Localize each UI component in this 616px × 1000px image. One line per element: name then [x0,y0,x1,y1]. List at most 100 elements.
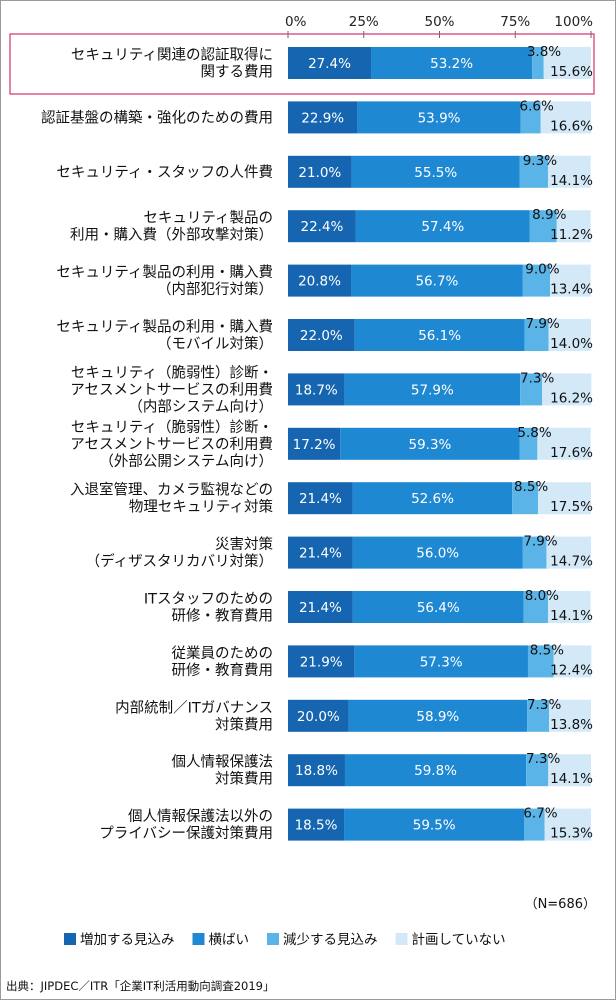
x-axis-ticks: 0% 25% 50% 75% 100% [285,14,593,38]
highlight-rect [9,33,595,95]
data-label: 7.9% [525,316,559,332]
data-label: 59.8% [414,763,457,779]
bar-segment [522,264,551,297]
data-label: 59.5% [413,818,456,834]
data-label: 15.6% [550,64,593,80]
bar-segment [519,155,548,188]
bar-segment [288,373,345,406]
data-label: 16.6% [550,118,593,134]
data-label: 21.4% [299,546,342,562]
bar-segment [524,319,549,351]
bar-segment [537,482,591,515]
bar-segment [553,645,592,678]
bar-segment [547,155,591,188]
data-label: 9.0% [525,262,559,278]
data-label: 56.4% [417,600,460,616]
data-label: 57.9% [411,382,454,398]
bar-segment [537,427,591,460]
data-label: 17.2% [293,437,336,453]
bar-segment [532,47,544,79]
category-label: 研修・教育費用 [172,662,274,679]
legend-swatch [64,933,76,945]
category-label: （ディザスタリカバリ対策） [86,552,273,570]
bar-segment [548,754,591,787]
category-label: 関する費用 [201,64,274,81]
bar-segment [543,47,591,79]
bar-segment [344,808,525,841]
bar-row: セキュリティ製品の利用・購入費（内部犯行対策） 20.8% 56.7% 9.0% 13.… [56,262,593,299]
category-label: 内部統制／ITガバナンス [115,699,273,716]
bar-segment [550,264,591,297]
bar-segment [547,591,591,623]
data-label: 17.6% [550,445,593,461]
data-label: 20.0% [297,709,340,725]
data-label: 56.7% [415,274,458,290]
bar-row: セキュリティ（脆弱性）診断・アセスメントサービスの利用費（内部システム向け） 18… [70,363,593,415]
legend-item: 横ばい [192,932,249,948]
bar-segment [542,373,592,406]
data-label: 14.7% [550,554,593,570]
legend-label: 増加する見込み [80,932,175,948]
data-label: 55.5% [414,165,457,181]
category-label: セキュリティ・スタッフの人件費 [56,164,273,181]
category-label: （内部システム向け） [128,398,273,415]
data-label: 18.5% [295,818,338,834]
legend-swatch [267,933,279,945]
data-label: 8.9% [532,207,566,223]
legend: 増加する見込み 横ばい 減少する見込み 計画していない [64,931,506,948]
data-label: 5.8% [517,425,551,441]
category-label: アセスメントサービスの利用費 [70,381,273,398]
category-label: （内部犯行対策） [157,281,273,298]
data-label: 14.1% [550,771,593,787]
bar-segment [526,754,549,787]
data-label: 8.0% [525,588,559,604]
category-label: アセスメントサービスの利用費 [70,436,273,453]
data-label: 21.9% [300,654,343,670]
bar-segment [548,319,591,351]
legend-item: 計画していない [395,932,506,948]
bar-segment [344,754,527,787]
category-label: セキュリティ（脆弱性）診断・ [71,363,273,381]
bar-segment [519,427,538,460]
bar-segment [371,47,533,79]
data-label: 9.3% [523,153,557,169]
category-label: セキュリティ製品の [143,210,273,227]
data-label: 8.5% [514,479,548,495]
bar-segment [512,482,538,515]
category-label: セキュリティ関連の認証取得に [71,47,273,64]
source-note: 出典：JIPDEC／ITR「企業IT利活用動向調査2019」 [6,979,274,993]
data-label: 3.8% [527,44,561,60]
data-label: 11.2% [550,227,593,243]
legend-label: 減少する見込み [283,931,378,948]
category-label: 利用・購入費（外部攻撃対策） [70,227,273,244]
data-label: 56.0% [416,546,459,562]
category-label: 従業員のための [172,645,274,662]
bar-segment [546,536,591,569]
bar-segment [288,699,349,732]
legend-label: 計画していない [412,932,506,948]
category-label: 入退室管理、カメラ監視などの [70,482,273,499]
bar-segment [520,101,541,134]
bar-segment [348,699,528,732]
bar-segment [288,591,353,623]
bar-segment [524,808,545,841]
category-label: 個人情報保護法 [172,754,274,771]
bar-segment [288,482,353,515]
bar-segment [544,808,591,841]
data-label: 13.4% [550,282,593,298]
data-label: 7.3% [520,370,554,386]
data-label: 22.4% [300,219,343,235]
bar-segment [352,591,524,623]
category-label: セキュリティ製品の利用・購入費 [56,319,273,336]
category-label: （外部公開システム向け） [99,453,273,470]
bar-segment [288,210,356,243]
category-label: 研修・教育費用 [172,608,274,625]
